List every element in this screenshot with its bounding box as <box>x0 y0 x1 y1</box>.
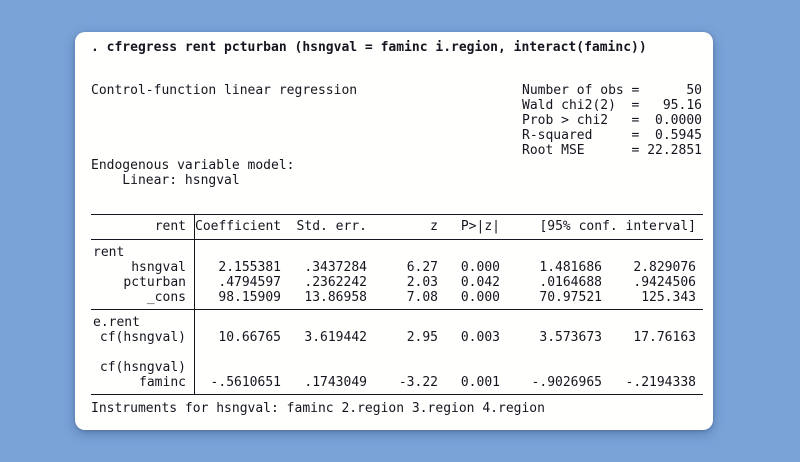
equation-group-row-e-rent: e.rent <box>91 310 703 330</box>
table-row-cons: _cons 98.15909 13.86958 7.08 0.000 70.97… <box>91 290 703 309</box>
ci-lower-value: 70.97521 <box>539 290 602 305</box>
p-value: 0.000 <box>460 260 500 275</box>
ci-upper-value: .9424506 <box>633 275 696 290</box>
table-header-row: rent Coefficient Std. err. z P>|z| [95% … <box>91 215 703 240</box>
std-err-value: .2362242 <box>304 275 367 290</box>
stat-label: Wald chi2(2) <box>522 98 616 113</box>
variable-label: pcturban <box>91 275 195 290</box>
equation-label: rent <box>91 240 195 260</box>
column-headers: Coefficient Std. err. z P>|z| [95% conf.… <box>195 215 696 239</box>
equals-sign: = <box>631 128 640 143</box>
ci-lower-value: 1.481686 <box>539 260 602 275</box>
coefficient-table: rent Coefficient Std. err. z P>|z| [95% … <box>91 214 703 395</box>
stat-number-of-obs: Number of obs = 50 <box>522 83 703 98</box>
z-value: 2.03 <box>406 275 438 290</box>
stata-command-line: . cfregress rent pcturban (hsngval = fam… <box>91 40 647 55</box>
std-err-value: .1743049 <box>304 375 367 390</box>
coefficient-value: 2.155381 <box>218 260 281 275</box>
instruments-note: Instruments for hsngval: faminc 2.region… <box>91 401 545 416</box>
z-value: 7.08 <box>406 290 438 305</box>
coefficient-value: -.5610651 <box>210 375 281 390</box>
stat-value: 22.2851 <box>647 143 702 158</box>
stat-wald-chi2: Wald chi2(2) = 95.16 <box>522 98 703 113</box>
stat-label: R-squared <box>522 128 593 143</box>
ci-upper-value: 2.829076 <box>633 260 696 275</box>
col-p-value: P>|z| <box>460 219 500 234</box>
equals-sign: = <box>631 113 640 128</box>
summary-stats: Number of obs = 50 Wald chi2(2) = 95.16 … <box>522 83 703 158</box>
stat-label: Root MSE <box>522 143 585 158</box>
equals-sign: = <box>631 98 640 113</box>
endogenous-note-line1: Endogenous variable model: <box>91 158 295 173</box>
endogenous-note-line2: Linear: hsngval <box>122 173 240 188</box>
std-err-value: 3.619442 <box>304 330 367 345</box>
stat-value: 50 <box>686 83 702 98</box>
col-z: z <box>430 219 438 234</box>
coefficient-value: 10.66765 <box>218 330 281 345</box>
coefficient-value: .4794597 <box>218 275 281 290</box>
table-row-faminc: faminc -.5610651 .1743049 -3.22 0.001 -.… <box>91 375 703 394</box>
stat-root-mse: Root MSE = 22.2851 <box>522 143 703 158</box>
ci-upper-value: -.2194338 <box>625 375 696 390</box>
p-value: 0.000 <box>460 290 500 305</box>
stat-prob-chi2: Prob > chi2 = 0.0000 <box>522 113 703 128</box>
p-value: 0.003 <box>460 330 500 345</box>
p-value: 0.042 <box>460 275 500 290</box>
stat-value: 0.5945 <box>655 128 702 143</box>
stat-label: Prob > chi2 <box>522 113 609 128</box>
p-value: 0.001 <box>460 375 500 390</box>
ci-lower-value: -.9026965 <box>531 375 602 390</box>
ci-upper-value: 17.76163 <box>633 330 696 345</box>
ci-lower-value: .0164688 <box>539 275 602 290</box>
col-coefficient: Coefficient <box>195 219 282 234</box>
variable-label: hsngval <box>91 260 195 275</box>
model-title: Control-function linear regression <box>91 83 358 98</box>
coefficient-value: 98.15909 <box>218 290 281 305</box>
variable-label: faminc <box>91 375 195 394</box>
variable-label: cf(hsngval) <box>91 330 195 345</box>
equals-sign: = <box>631 143 640 158</box>
stat-label: Number of obs <box>522 83 624 98</box>
z-value: 6.27 <box>406 260 438 275</box>
ci-lower-value: 3.573673 <box>539 330 602 345</box>
table-row-pcturban: pcturban .4794597 .2362242 2.03 0.042 .0… <box>91 275 703 290</box>
control-function-section: e.rent cf(hsngval) 10.66765 3.619442 2.9… <box>91 310 703 394</box>
ci-upper-value: 125.343 <box>641 290 696 305</box>
spacer-row <box>91 345 703 360</box>
equation-group-row-cf-hsngval: cf(hsngval) <box>91 360 703 375</box>
col-conf-interval: [95% conf. interval] <box>539 219 696 234</box>
variable-label: _cons <box>91 290 195 309</box>
col-std-err: Std. err. <box>296 219 367 234</box>
equation-label: cf(hsngval) <box>91 360 195 375</box>
equation-label: e.rent <box>91 310 195 330</box>
equation-group-row-rent: rent <box>91 240 703 260</box>
stat-value: 0.0000 <box>655 113 702 128</box>
main-equation-section: rent hsngval 2.155381 .3437284 6.27 0.00… <box>91 240 703 310</box>
endogenous-model-note: Endogenous variable model: Linear: hsngv… <box>91 158 703 188</box>
depvar-header: rent <box>91 215 195 239</box>
std-err-value: 13.86958 <box>304 290 367 305</box>
stat-r-squared: R-squared = 0.5945 <box>522 128 703 143</box>
stat-value: 95.16 <box>662 98 702 113</box>
regression-header: Control-function linear regression Numbe… <box>91 83 703 158</box>
stata-results-window: . cfregress rent pcturban (hsngval = fam… <box>75 32 713 430</box>
z-value: -3.22 <box>398 375 438 390</box>
table-row-hsngval: hsngval 2.155381 .3437284 6.27 0.000 1.4… <box>91 260 703 275</box>
std-err-value: .3437284 <box>304 260 367 275</box>
table-row-cf-hsngval: cf(hsngval) 10.66765 3.619442 2.95 0.003… <box>91 330 703 345</box>
equals-sign: = <box>631 83 640 98</box>
z-value: 2.95 <box>406 330 438 345</box>
